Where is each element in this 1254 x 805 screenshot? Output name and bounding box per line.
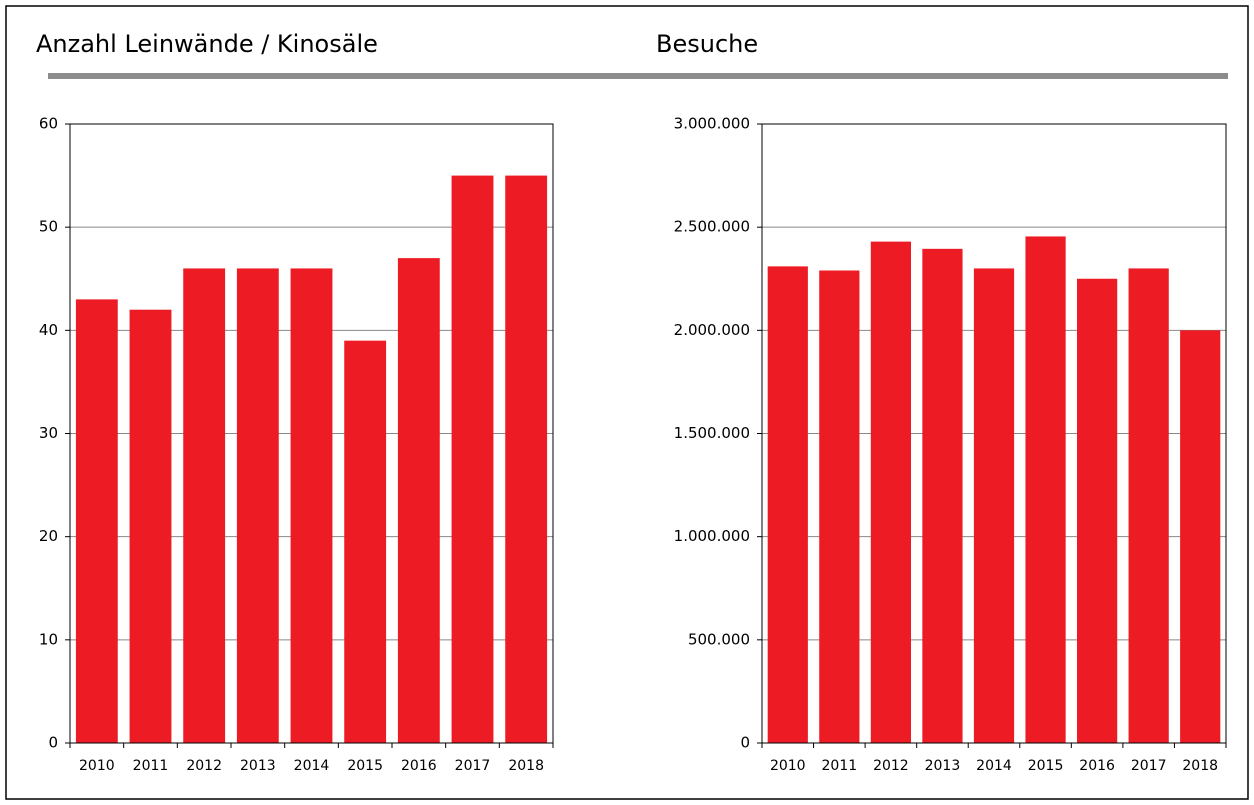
y-tick-label: 500.000: [688, 630, 750, 648]
y-tick-label: 60: [39, 115, 58, 133]
bar: [819, 270, 860, 743]
x-tick-label: 2015: [1028, 758, 1064, 774]
x-tick-label: 2018: [1182, 758, 1218, 774]
y-tick-label: 10: [39, 630, 58, 648]
y-tick-label: 1.000.000: [674, 527, 750, 545]
x-tick-label: 2016: [401, 758, 437, 774]
x-tick-label: 2018: [508, 758, 544, 774]
bar: [505, 175, 548, 744]
bar: [1128, 268, 1169, 743]
y-tick-label: 1.500.000: [674, 424, 750, 442]
plot-border: [69, 123, 554, 744]
bar: [183, 268, 226, 743]
chart-title: Besuche: [656, 30, 758, 58]
bar: [1180, 330, 1221, 743]
x-tick-label: 2015: [347, 758, 383, 774]
y-tick-label: 40: [39, 321, 58, 339]
bar: [973, 268, 1015, 743]
x-tick-label: 2013: [925, 758, 961, 774]
bar: [1025, 236, 1066, 743]
y-tick-label: 50: [39, 218, 58, 236]
y-tick-label: 2.000.000: [674, 321, 750, 339]
x-tick-label: 2012: [873, 758, 909, 774]
x-tick-label: 2013: [240, 758, 276, 774]
bar: [397, 258, 440, 743]
bar: [75, 299, 118, 743]
y-tick-label: 20: [39, 527, 58, 545]
y-tick-label: 30: [39, 424, 58, 442]
bar: [767, 266, 808, 743]
x-tick-label: 2017: [1131, 758, 1167, 774]
x-tick-label: 2017: [455, 758, 491, 774]
bar: [129, 309, 172, 743]
bar: [290, 268, 333, 743]
x-tick-label: 2016: [1079, 758, 1115, 774]
x-tick-label: 2011: [822, 758, 858, 774]
plot-border: [761, 123, 1227, 744]
bar: [236, 268, 279, 743]
y-tick-label: 0: [48, 734, 58, 752]
x-tick-label: 2014: [976, 758, 1012, 774]
bar: [451, 175, 494, 744]
y-tick-label: 2.500.000: [674, 218, 750, 236]
x-tick-label: 2010: [79, 758, 115, 774]
x-tick-label: 2010: [770, 758, 806, 774]
x-tick-label: 2011: [133, 758, 169, 774]
bar: [1077, 278, 1118, 743]
frame: [5, 5, 1249, 800]
y-tick-label: 3.000.000: [674, 115, 750, 133]
x-tick-label: 2012: [186, 758, 222, 774]
bar: [922, 248, 963, 743]
header-rule: [48, 73, 1228, 79]
bar: [344, 340, 387, 743]
chart-title: Anzahl Leinwände / Kinosäle: [36, 30, 378, 58]
x-tick-label: 2014: [294, 758, 330, 774]
y-tick-label: 0: [740, 734, 750, 752]
bar: [870, 241, 911, 744]
